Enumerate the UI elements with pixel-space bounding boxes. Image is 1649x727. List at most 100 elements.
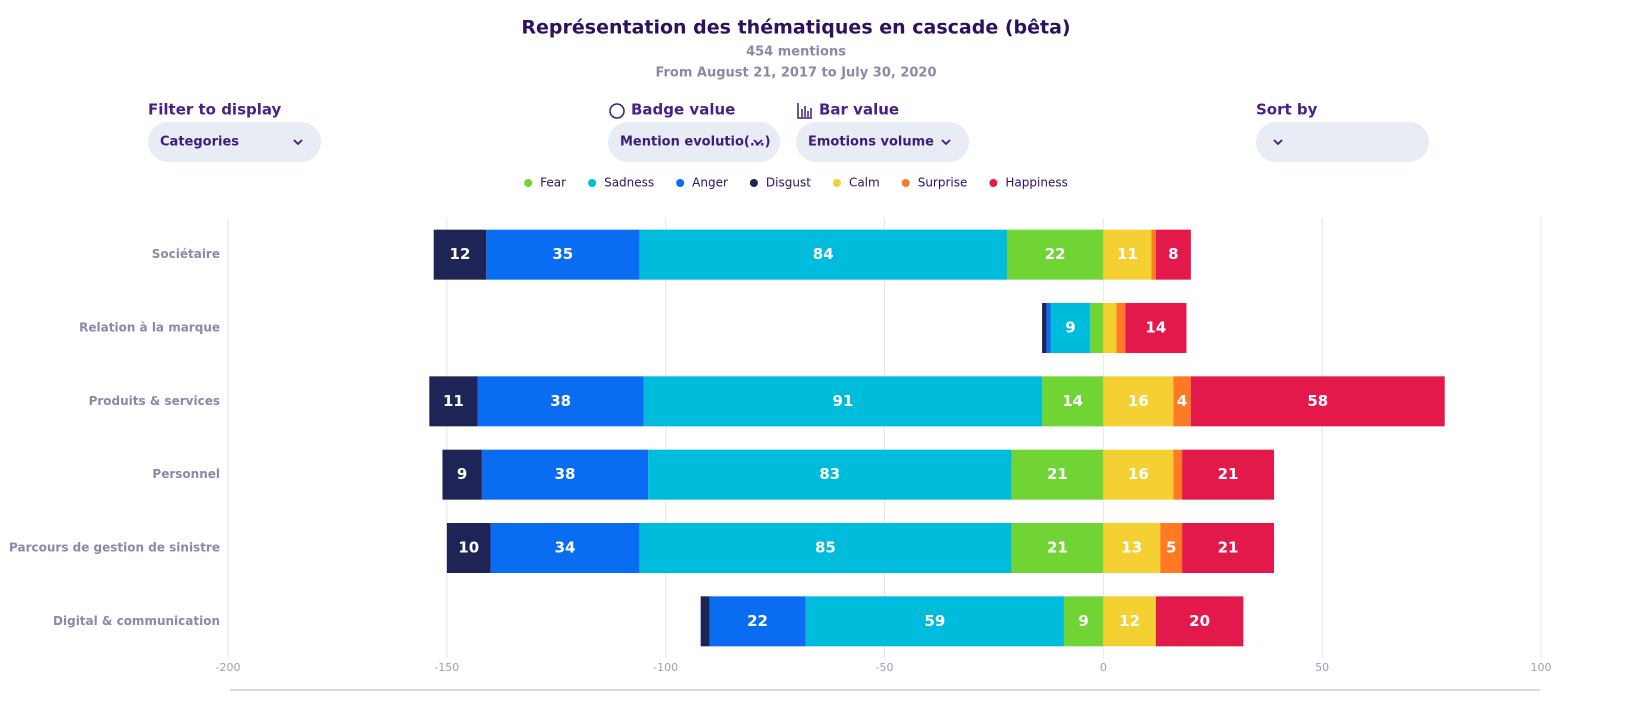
value-label: 21: [1047, 539, 1068, 557]
control-label: Filter to display: [148, 101, 282, 119]
value-label: 13: [1121, 539, 1142, 557]
y-tick-label: Produits & services: [89, 394, 220, 408]
dropdown[interactable]: [796, 122, 969, 162]
legend-dot: [676, 179, 685, 187]
value-label: 21: [1218, 539, 1239, 557]
bar-segment: [1155, 596, 1244, 647]
bar-segment: [1011, 523, 1104, 573]
value-label: 35: [552, 245, 573, 263]
bar-segment: [442, 449, 482, 500]
bar-segment: [1042, 303, 1047, 353]
value-label: 8: [1168, 245, 1178, 263]
filter-control: Filter to display Categories: [148, 101, 321, 162]
legend-label: Disgust: [766, 176, 811, 190]
chevron: [941, 139, 951, 146]
value-label: 14: [1145, 319, 1166, 337]
bar-segment: [1103, 376, 1174, 427]
control-label: Sort by: [1256, 101, 1318, 119]
value-label: 21: [1047, 465, 1068, 483]
value-label: 84: [813, 245, 834, 263]
bar-icon: [797, 103, 812, 119]
value-label: 9: [1078, 612, 1088, 630]
bar-segment: [1173, 376, 1191, 427]
value-label: 11: [443, 392, 464, 410]
bar-segment: [1090, 303, 1104, 353]
bar-segment: [1125, 303, 1187, 353]
bar-segment: [1042, 376, 1104, 427]
bar-segment: [433, 229, 487, 280]
control-label: Badge value: [631, 101, 735, 119]
bar-segment: [429, 376, 478, 427]
bar-segment: [1103, 449, 1174, 500]
dropdown-value: Mention evolutio(...): [620, 135, 771, 150]
bar-segment: [1155, 229, 1191, 280]
x-tick-label: -100: [653, 661, 678, 674]
x-tick-label: 0: [1100, 661, 1107, 674]
y-tick-label: Personnel: [152, 467, 220, 481]
value-label: 12: [1119, 612, 1140, 630]
value-label: 83: [819, 465, 840, 483]
value-label: 38: [555, 465, 576, 483]
value-label: 85: [815, 539, 836, 557]
dropdown[interactable]: [608, 122, 780, 162]
value-label: 34: [555, 539, 576, 557]
value-label: 59: [924, 612, 945, 630]
bar-segment: [1182, 523, 1275, 573]
value-label: 20: [1189, 612, 1210, 630]
y-tick-label: Digital & communication: [53, 614, 220, 628]
badge-control: Badge value Mention evolutio(...): [608, 101, 780, 162]
bar-segment: [1103, 303, 1117, 353]
value-label: 9: [1065, 319, 1075, 337]
legend-dot: [524, 179, 533, 187]
bar-segment: [1103, 523, 1161, 573]
value-label: 11: [1117, 245, 1138, 263]
y-tick-label: Sociétaire: [152, 247, 220, 261]
x-tick-label: -150: [434, 661, 459, 674]
control-label: Bar value: [819, 101, 899, 119]
bar-segment: [639, 523, 1012, 573]
value-label: 4: [1177, 392, 1187, 410]
value-label: 38: [550, 392, 571, 410]
bar-segment: [1007, 229, 1104, 280]
x-tick-label: -50: [876, 661, 894, 674]
bar-segment: [1116, 303, 1126, 353]
bar-segment: [1151, 229, 1156, 280]
bar-segment: [643, 376, 1043, 427]
sort-control: Sort by: [1256, 101, 1429, 162]
bar-segment: [700, 596, 710, 647]
legend-dot: [901, 179, 910, 187]
bar-segment: [446, 523, 491, 573]
bar-segment: [486, 229, 640, 280]
period: From August 21, 2017 to July 30, 2020: [655, 66, 936, 81]
bar-segment: [1046, 303, 1051, 353]
value-label: 21: [1218, 465, 1239, 483]
badge-icon: [609, 103, 625, 119]
bar-segment: [1103, 229, 1152, 280]
legend: Fear Sadness Anger Disgust Calm Surprise Happi…: [524, 176, 1068, 190]
chevron: [753, 139, 763, 146]
dropdown[interactable]: [148, 122, 321, 162]
bar-segment: [1190, 376, 1445, 427]
legend-dot: [832, 179, 841, 187]
value-label: 12: [450, 245, 471, 263]
bar-segment: [648, 449, 1012, 500]
legend-dot: [989, 179, 998, 187]
value-label: 16: [1128, 465, 1149, 483]
legend-dot: [749, 179, 758, 187]
legend-label: Fear: [540, 176, 566, 190]
bar-segment: [490, 523, 640, 573]
bar-segment: [709, 596, 806, 647]
value-label: 58: [1307, 392, 1328, 410]
x-tick-label: 50: [1315, 661, 1329, 674]
y-tick-label: Relation à la marque: [79, 321, 220, 335]
legend-label: Sadness: [604, 176, 654, 190]
value-label: 22: [1045, 245, 1066, 263]
dropdown[interactable]: [1256, 122, 1429, 162]
legend-label: Calm: [849, 176, 880, 190]
value-label: 22: [747, 612, 768, 630]
legend-label: Surprise: [918, 176, 968, 190]
bar-segment: [639, 229, 1008, 280]
chevron: [293, 139, 303, 146]
value-label: 9: [457, 465, 467, 483]
x-tick-label: 100: [1531, 661, 1552, 674]
